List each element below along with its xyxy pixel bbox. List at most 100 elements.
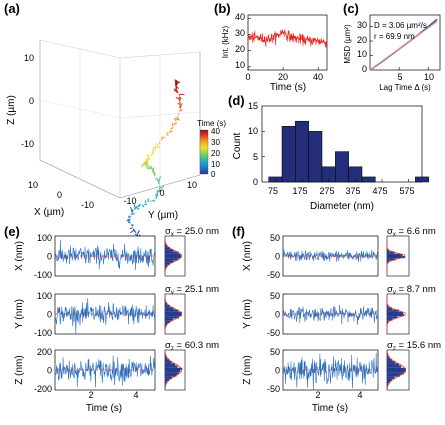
e-hist-fit (164, 295, 183, 333)
e-hist-bar (165, 264, 168, 268)
trajectory-segment (146, 160, 149, 163)
f-hist-bar (387, 305, 389, 308)
e-trace-line (54, 239, 156, 271)
b-ytick-40: 40 (235, 12, 245, 22)
f-ytick-label: 0 (275, 252, 280, 262)
f-hist-bar (387, 376, 395, 379)
trajectory-segment (148, 166, 152, 169)
trajectory-segment (137, 205, 141, 208)
d-xtick-375: 375 (345, 186, 360, 196)
trajectory-segment (129, 226, 134, 230)
trajectory-segment (130, 229, 135, 234)
c-ytick-10: 10 (357, 49, 367, 59)
f-hist-bar (387, 383, 389, 386)
e-hist-bar (165, 325, 166, 328)
e-hist-bar (165, 322, 168, 326)
d-xtick-275: 275 (319, 186, 334, 196)
e-hist-bar (165, 309, 179, 312)
f-sigma-label: σz = 15.6 nm (387, 340, 441, 352)
panel-b: (b) 40 30 20 10 0 20 40 Time (s) Int. (k… (214, 1, 328, 93)
trajectory-segment (175, 89, 178, 92)
f-rows: 50 0 -50 X (nm) σx = 6.6 nm 50 0 -50 Y (nm) σy = … (242, 226, 441, 394)
trajectory-segment (158, 189, 162, 192)
panel-label-d: (d) (228, 93, 245, 108)
d-ytick-15: 15 (248, 101, 258, 111)
f-hist-bar (387, 260, 390, 263)
f-hist-bar (387, 374, 401, 377)
trajectory-segment (177, 102, 181, 105)
f-hist-bar (387, 354, 389, 357)
histogram-bar (308, 131, 323, 183)
b-ytick-20: 20 (235, 44, 245, 54)
e-hist-bar (165, 370, 181, 373)
msd-lines (369, 18, 438, 71)
f-xtick-2: 2 (315, 390, 320, 400)
e-sigma-label: σy = 25.1 nm (165, 284, 219, 296)
f-hist-bar (387, 311, 404, 314)
panel-label-a: (a) (4, 1, 20, 16)
trajectory-segment (159, 187, 161, 189)
c-ytick-0: 0 (362, 64, 367, 74)
trajectory-segment (155, 193, 158, 197)
colorbar-title: Time (s) (197, 119, 226, 128)
d-xtick-175: 175 (292, 186, 307, 196)
e-hist-bar (165, 258, 179, 261)
c-xtick-10: 10 (424, 72, 434, 82)
trajectory-segment (179, 96, 181, 100)
b-xtick-20: 20 (278, 72, 288, 82)
e-hist-bar (165, 262, 170, 265)
e-hist-bar (165, 314, 182, 317)
f-trace-line (282, 352, 379, 390)
trajectory-segment (158, 185, 161, 188)
f-hist-bar (387, 358, 392, 362)
f-ytick-label: 0 (275, 366, 280, 376)
f-hist-bar (387, 256, 406, 259)
trajectory-segment (161, 136, 164, 139)
z-axis-label: Z (µm) (6, 95, 17, 125)
panel-e: (e) 100 0 -100 X (nm) σx = 25.0 nm 100 0 -100 Y … (4, 224, 219, 414)
histogram-bars (268, 120, 429, 183)
ticks-b (247, 17, 319, 70)
x-tick-0: 0 (57, 190, 62, 200)
b-ytick-30: 30 (235, 28, 245, 38)
trajectory-segment (163, 136, 166, 138)
trajectory-segment (175, 80, 179, 83)
e-sigma-label: σx = 25.0 nm (165, 226, 219, 238)
e-hist-bar (165, 376, 172, 379)
z-tick-neg10: -10 (21, 139, 34, 149)
e-hist-bar (165, 320, 171, 323)
trajectory-segment (129, 206, 134, 213)
e-hist-bar (165, 361, 172, 364)
trajectory-segment (150, 165, 154, 172)
trajectory-segment (126, 219, 131, 224)
d-xtick-75: 75 (268, 186, 278, 196)
e-ylabel: Z (nm) (14, 355, 25, 384)
x-tick-10: 10 (28, 180, 38, 190)
e-hist-bar (165, 381, 167, 384)
trajectory-segment (133, 228, 136, 232)
e-ytick-label: 0 (47, 252, 52, 262)
f-hist-fit (386, 295, 406, 333)
trajectory-segment (173, 89, 179, 94)
e-trace-line (54, 298, 156, 334)
trajectory-segment (153, 199, 156, 202)
d-xtick-575: 575 (399, 186, 414, 196)
y-axis-label: Y (µm) (148, 210, 178, 221)
trajectory-segment (145, 157, 148, 161)
colorbar (199, 129, 209, 175)
trajectory-segment (144, 200, 147, 204)
trajectory-segment (135, 206, 140, 210)
f-hist-fit (386, 351, 407, 389)
e-xtick-2: 2 (88, 390, 93, 400)
e-ytick-label: -100 (34, 328, 52, 338)
c-ytick-20: 20 (357, 35, 367, 45)
e-hist-bar (165, 267, 166, 270)
trajectory-segment (152, 147, 155, 153)
panel-a: (a) 10 0 -10 Z (µm) 10 0 -10 X (µm) -10 … (4, 1, 226, 249)
trajectory-segment (175, 96, 181, 101)
c-ytick-30: 30 (357, 20, 367, 30)
trajectory-segment (157, 176, 162, 183)
e-hist-bar (165, 242, 166, 245)
trajectory-segment (151, 152, 154, 155)
e-hist-bar (165, 302, 168, 306)
